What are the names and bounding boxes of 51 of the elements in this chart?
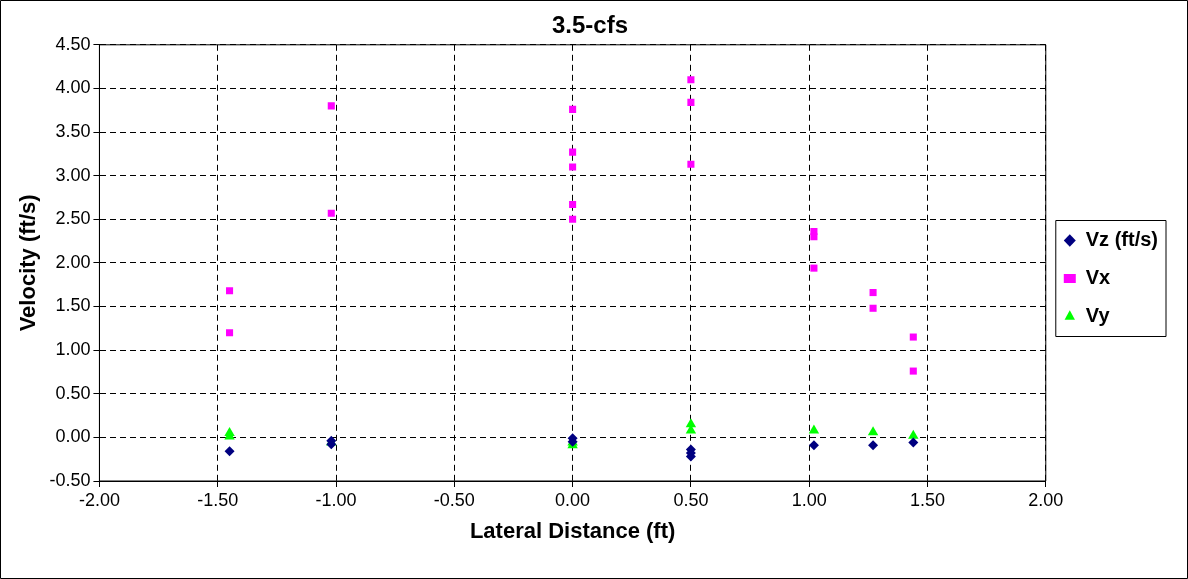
legend-label: Vy	[1085, 304, 1111, 327]
y-tick-label: 1.50	[55, 295, 91, 316]
point	[909, 367, 917, 375]
x-tick-label: -1.00	[315, 489, 357, 510]
point	[687, 160, 695, 168]
point	[224, 446, 235, 457]
y-tick-label: 3.50	[55, 121, 91, 142]
point	[569, 163, 577, 171]
point	[327, 102, 335, 110]
legend-label: Vz (ft/s)	[1085, 228, 1158, 251]
point	[867, 426, 879, 436]
point	[808, 440, 819, 451]
x-tick-label: 1.00	[791, 489, 827, 510]
y-axis-title: Velocity (ft/s)	[15, 194, 41, 332]
point	[569, 148, 577, 156]
point	[810, 264, 818, 272]
point	[687, 98, 695, 106]
point	[868, 440, 879, 451]
point	[687, 76, 695, 84]
chart-title: 3.5-cfs	[551, 11, 629, 39]
point	[226, 287, 234, 295]
x-axis-title: Lateral Distance (ft)	[469, 517, 676, 543]
point	[869, 304, 877, 312]
point	[569, 215, 577, 223]
y-tick-label: -0.50	[49, 469, 91, 490]
point	[226, 329, 234, 337]
y-tick-label: 1.00	[55, 339, 91, 360]
x-tick-label: 1.50	[909, 489, 946, 510]
y-tick-label: 2.00	[55, 251, 91, 272]
legend-label: Vx	[1085, 266, 1111, 289]
x-tick-label: -1.50	[197, 489, 239, 510]
point	[908, 429, 919, 439]
y-tick-label: 4.00	[55, 77, 91, 98]
y-tick-label: 4.50	[55, 33, 91, 54]
point	[327, 209, 335, 217]
x-tick-label: 2.00	[1028, 489, 1064, 510]
x-tick-label: -2.00	[78, 489, 120, 510]
y-tick-label: 2.50	[55, 208, 91, 229]
point	[908, 437, 919, 448]
y-tick-label: 0.00	[55, 426, 91, 447]
point	[869, 289, 877, 297]
x-tick-label: 0.00	[555, 489, 591, 510]
point	[569, 105, 577, 113]
point	[810, 233, 818, 241]
x-tick-label: -0.50	[433, 489, 475, 510]
y-tick-label: 0.50	[55, 382, 91, 403]
point	[569, 200, 577, 208]
point	[808, 424, 820, 434]
x-tick-label: 0.50	[673, 489, 709, 510]
point	[909, 333, 917, 341]
y-tick-label: 3.00	[55, 164, 91, 185]
